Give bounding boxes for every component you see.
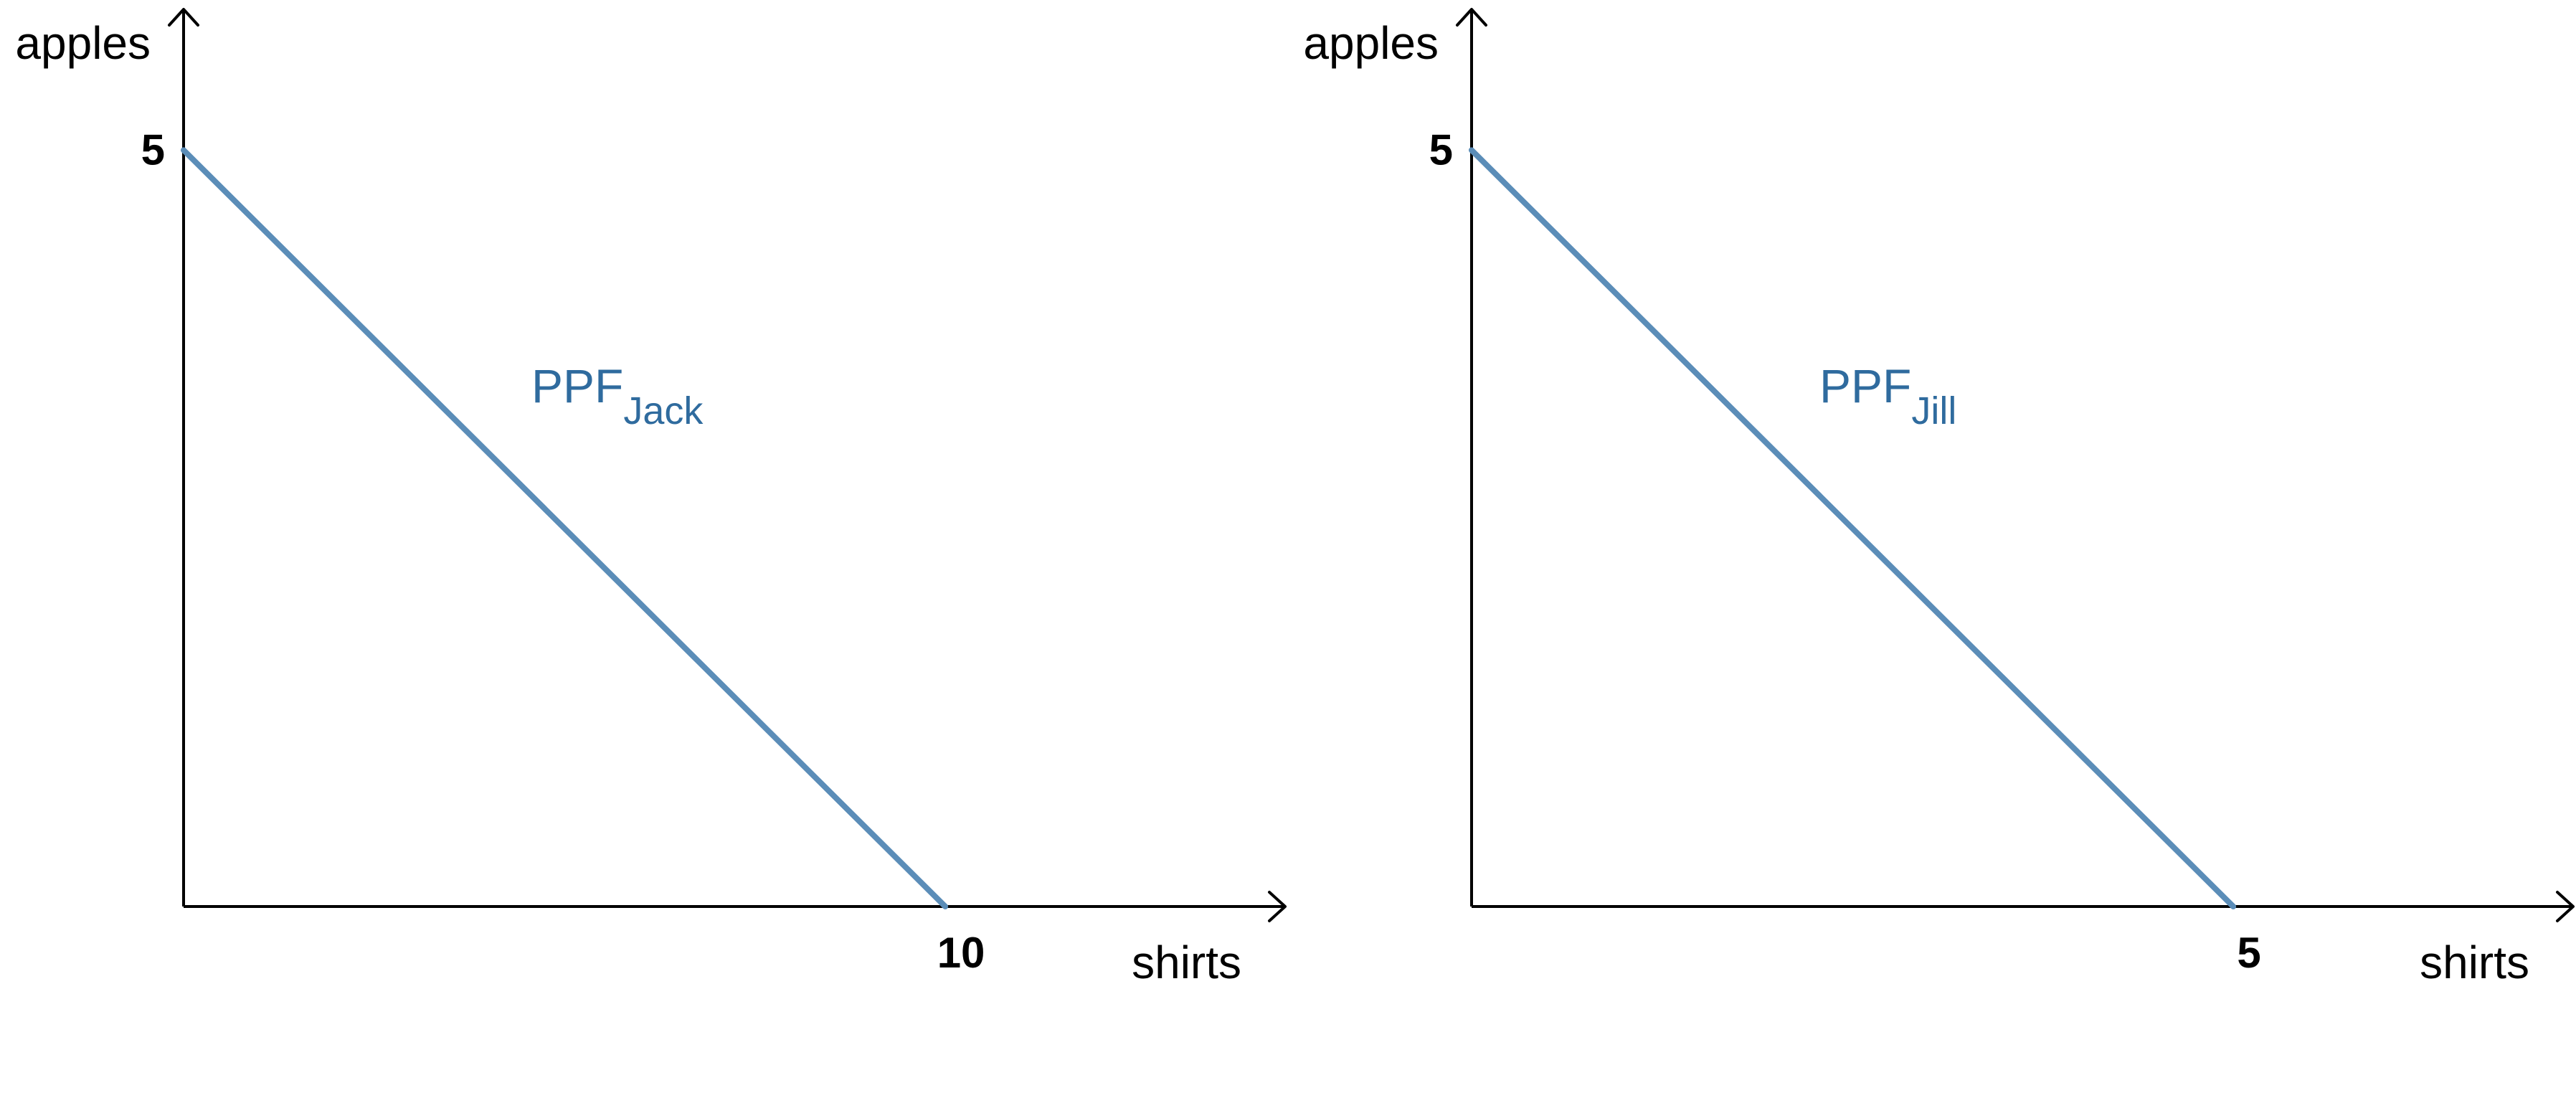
ppf-label-sub: Jill — [1911, 389, 1956, 432]
ppf-label-jack: PPFJack — [531, 359, 704, 432]
ppf-label-main: PPF — [1819, 359, 1911, 412]
y-axis-arrowhead — [1456, 8, 1487, 27]
ppf-label-sub: Jack — [623, 389, 704, 432]
ppf-line-jill — [1469, 147, 2237, 909]
x-tick-label: 5 — [2237, 929, 2260, 977]
x-axis-arrowhead — [1268, 891, 1287, 922]
x-axis-arrowhead — [2556, 891, 2575, 922]
ppf-line-jack — [181, 147, 949, 909]
ppf-label-main: PPF — [531, 359, 623, 412]
y-axis-label: apples — [15, 17, 151, 69]
x-axis-label: shirts — [2420, 937, 2529, 988]
y-tick-label: 5 — [1429, 126, 1453, 174]
ppf-label-jill: PPFJill — [1819, 359, 1956, 432]
x-tick-label: 10 — [937, 929, 985, 977]
y-axis-arrowhead — [168, 8, 199, 27]
x-axis-label: shirts — [1132, 937, 1241, 988]
y-axis-label: apples — [1303, 17, 1439, 69]
y-tick-label: 5 — [141, 126, 165, 174]
ppf-chart-jack: apples shirts 5 10 PPFJack — [15, 8, 1287, 988]
ppf-chart-jill: apples shirts 5 5 PPFJill — [1303, 8, 2575, 988]
